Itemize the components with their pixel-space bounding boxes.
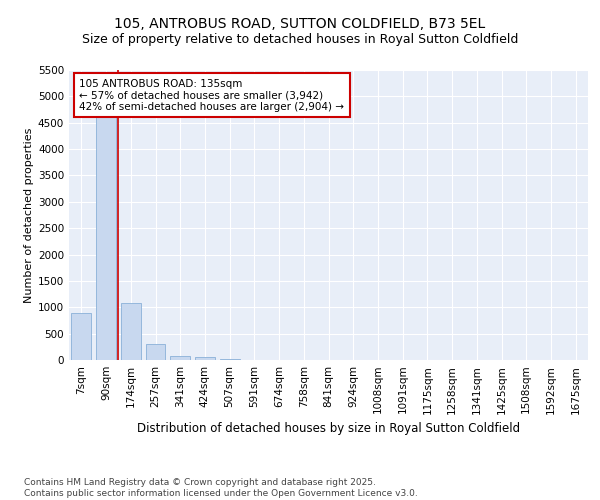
- Bar: [170, 356, 190, 360]
- Text: Size of property relative to detached houses in Royal Sutton Coldfield: Size of property relative to detached ho…: [82, 32, 518, 46]
- Bar: [195, 358, 215, 360]
- Text: Contains HM Land Registry data © Crown copyright and database right 2025.
Contai: Contains HM Land Registry data © Crown c…: [24, 478, 418, 498]
- Bar: [121, 303, 140, 360]
- Bar: [96, 118, 116, 360]
- Text: 105, ANTROBUS ROAD, SUTTON COLDFIELD, B73 5EL: 105, ANTROBUS ROAD, SUTTON COLDFIELD, B7…: [115, 18, 485, 32]
- Y-axis label: Number of detached properties: Number of detached properties: [24, 128, 34, 302]
- Bar: [71, 312, 91, 360]
- Bar: [220, 359, 239, 360]
- X-axis label: Distribution of detached houses by size in Royal Sutton Coldfield: Distribution of detached houses by size …: [137, 422, 520, 435]
- Text: 105 ANTROBUS ROAD: 135sqm
← 57% of detached houses are smaller (3,942)
42% of se: 105 ANTROBUS ROAD: 135sqm ← 57% of detac…: [79, 78, 344, 112]
- Bar: [146, 344, 166, 360]
